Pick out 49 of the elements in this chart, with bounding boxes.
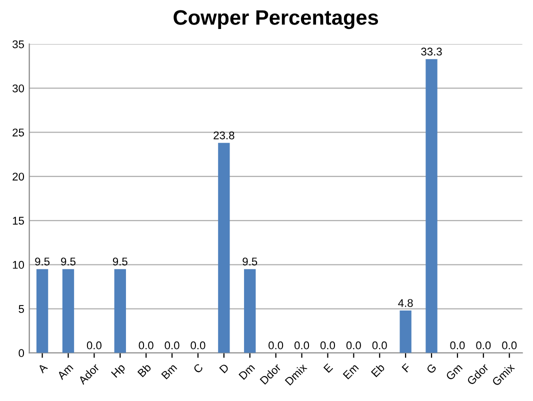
data-label: 23.8	[214, 131, 234, 140]
y-tick-label: 15	[12, 216, 24, 225]
data-label: 0.0	[476, 341, 491, 350]
y-tick-label: 5	[18, 305, 24, 313]
x-tick-label: D	[219, 363, 230, 374]
x-tick-label: A	[37, 362, 48, 374]
data-label: 0.0	[138, 341, 154, 350]
data-label: 0.0	[502, 341, 517, 350]
y-tick-label: 30	[12, 84, 24, 92]
data-label: 0.0	[320, 341, 336, 350]
data-label: 9.5	[61, 258, 76, 266]
data-label: 0.0	[164, 341, 180, 350]
data-label: 4.8	[398, 299, 413, 307]
y-tick-label: 10	[12, 260, 24, 269]
x-tick-label: G	[426, 363, 437, 374]
data-label: 0.0	[372, 341, 387, 350]
x-tick-label: Am	[56, 363, 74, 380]
data-label: 0.0	[294, 341, 310, 350]
x-tick-label: Bb	[137, 362, 152, 378]
y-tick-label: 0	[18, 349, 24, 358]
data-label: 9.5	[35, 258, 50, 266]
bar	[218, 142, 230, 353]
x-tick-label: Hp	[111, 363, 128, 380]
data-label: 0.0	[268, 341, 284, 350]
data-label: 0.0	[86, 341, 102, 350]
x-tick-label: E	[323, 363, 334, 373]
y-tick-label: 20	[12, 172, 24, 181]
y-tick-label: 25	[12, 128, 24, 136]
bar	[62, 269, 74, 353]
x-tick-label: F	[402, 363, 411, 372]
chart-title: Cowper Percentages	[174, 10, 378, 30]
x-tick-label: Gm	[445, 363, 463, 381]
bar	[244, 269, 256, 353]
x-tick-label: Eb	[370, 362, 386, 378]
data-label: 0.0	[346, 341, 361, 350]
data-label: 0.0	[450, 341, 465, 350]
bar	[400, 310, 412, 353]
x-tick-label: Em	[342, 363, 359, 380]
data-label: 0.0	[190, 341, 206, 350]
x-tick-label: C	[192, 363, 204, 374]
x-tick-label: Dm	[238, 363, 256, 380]
y-tick-label: 35	[12, 40, 24, 48]
data-label: 9.5	[112, 258, 128, 266]
x-tick-label: Bm	[161, 363, 178, 380]
bar	[114, 269, 126, 353]
data-label: 33.3	[421, 48, 442, 56]
bar	[36, 269, 48, 353]
bar	[426, 59, 438, 353]
data-label: 9.5	[242, 258, 258, 266]
